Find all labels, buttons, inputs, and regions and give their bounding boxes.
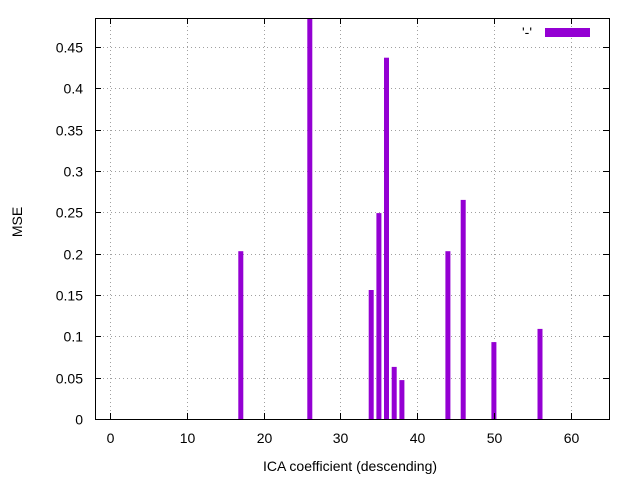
legend-swatch: [545, 28, 590, 37]
y-tick-label: 0.05: [56, 371, 83, 387]
y-tick-label: 0.4: [64, 81, 84, 97]
x-tick-label: 60: [564, 430, 580, 446]
bar: [391, 366, 397, 419]
bar: [307, 18, 313, 419]
bar: [399, 380, 405, 419]
bar: [238, 251, 244, 419]
bar: [491, 342, 497, 419]
x-tick-label: 10: [180, 430, 196, 446]
legend: '-': [522, 24, 590, 40]
bar: [445, 251, 451, 419]
bars: [238, 18, 543, 419]
x-tick-label: 20: [257, 430, 273, 446]
x-axis-title: ICA coefficient (descending): [263, 458, 437, 474]
bar: [368, 290, 374, 419]
y-tick-label: 0.15: [56, 288, 83, 304]
y-tick-label: 0.1: [64, 329, 84, 345]
grid: [95, 18, 609, 419]
x-tick-label: 50: [487, 430, 503, 446]
y-tick-label: 0.2: [64, 247, 84, 263]
bar: [384, 57, 389, 419]
axis-ticks: [95, 18, 609, 420]
bar: [537, 328, 543, 419]
y-tick-label: 0.3: [64, 164, 84, 180]
x-tick-label: 40: [410, 430, 426, 446]
y-tick-label: 0.45: [56, 40, 83, 56]
x-tick-label: 0: [107, 430, 115, 446]
bar: [376, 213, 382, 419]
y-tick-labels: 0 0.05 0.1 0.15 0.2 0.25 0.3 0.35 0.4 0.45: [56, 40, 83, 428]
x-tick-labels: 0 10 20 30 40 50 60: [107, 430, 580, 446]
y-tick-label: 0.25: [56, 205, 83, 221]
y-tick-label: 0: [75, 412, 83, 428]
bar: [460, 199, 466, 419]
x-tick-label: 30: [333, 430, 349, 446]
plot-frame: [95, 18, 610, 420]
y-tick-label: 0.35: [56, 123, 83, 139]
y-axis-title: MSE: [9, 207, 25, 237]
legend-label: '-': [522, 24, 532, 40]
